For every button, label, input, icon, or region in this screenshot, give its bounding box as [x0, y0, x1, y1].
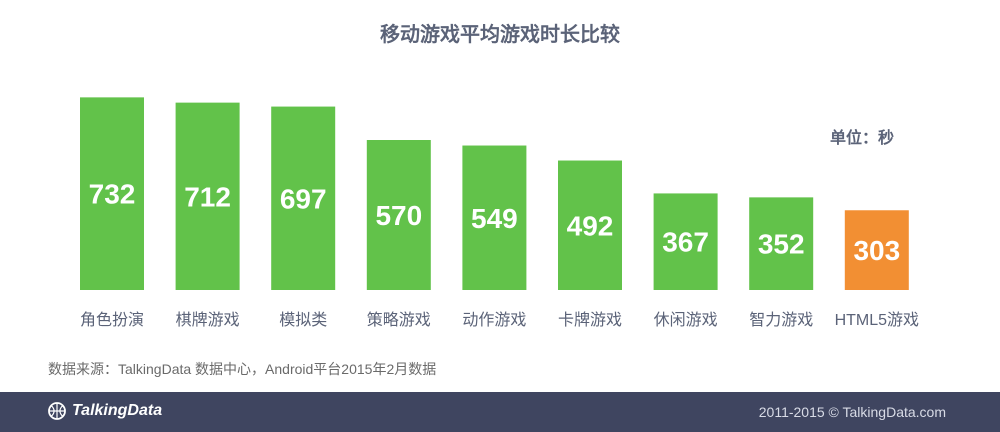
bar-value-label-6: 367: [662, 227, 709, 258]
bar-8: [844, 210, 909, 290]
category-label-2: 模拟类: [279, 311, 327, 329]
bar-value-label-1: 712: [184, 181, 231, 212]
category-label-6: 休闲游戏: [654, 311, 718, 329]
bar-5: [558, 160, 622, 290]
bar-6: [653, 193, 718, 290]
source-note: 数据来源：TalkingData 数据中心，Android平台2015年2月数据: [48, 361, 437, 377]
bar-value-label-2: 697: [280, 183, 327, 214]
category-label-0: 角色扮演: [80, 311, 144, 329]
footer-logo[interactable]: TalkingData: [48, 402, 162, 420]
bar-value-label-5: 492: [567, 210, 614, 241]
bar-1: [175, 102, 240, 290]
footer-logo-text: TalkingData: [72, 402, 163, 419]
category-label-4: 动作游戏: [462, 311, 526, 329]
bar-7: [749, 197, 814, 290]
basketball-icon: [48, 402, 66, 420]
bar-3: [366, 140, 431, 290]
bar-value-label-8: 303: [853, 235, 900, 266]
category-label-1: 棋牌游戏: [176, 311, 240, 329]
category-label-3: 策略游戏: [367, 311, 431, 329]
category-label-7: 智力游戏: [749, 311, 813, 329]
bar-value-label-3: 570: [375, 200, 422, 231]
bar-0: [80, 97, 144, 290]
unit-label: 单位：秒: [830, 130, 895, 147]
bar-chart: 732 角色扮演 712 棋牌游戏 697 模拟类 570 策略游戏 549 动作游戏 492 卡牌游…: [80, 97, 919, 329]
bar-value-label-7: 352: [758, 229, 805, 260]
bar-4: [462, 145, 527, 290]
category-label-8: HTML5游戏: [835, 311, 919, 329]
bar-value-label-0: 732: [89, 179, 136, 210]
bar-2: [271, 106, 336, 290]
bar-value-label-4: 549: [471, 203, 518, 234]
footer-copyright: 2011-2015 © TalkingData.com: [758, 404, 946, 420]
footer-bar: TalkingData 2011-2015 © TalkingData.com: [0, 392, 1000, 432]
category-label-5: 卡牌游戏: [558, 311, 622, 329]
chart-title: 移动游戏平均游戏时长比较: [380, 24, 620, 46]
